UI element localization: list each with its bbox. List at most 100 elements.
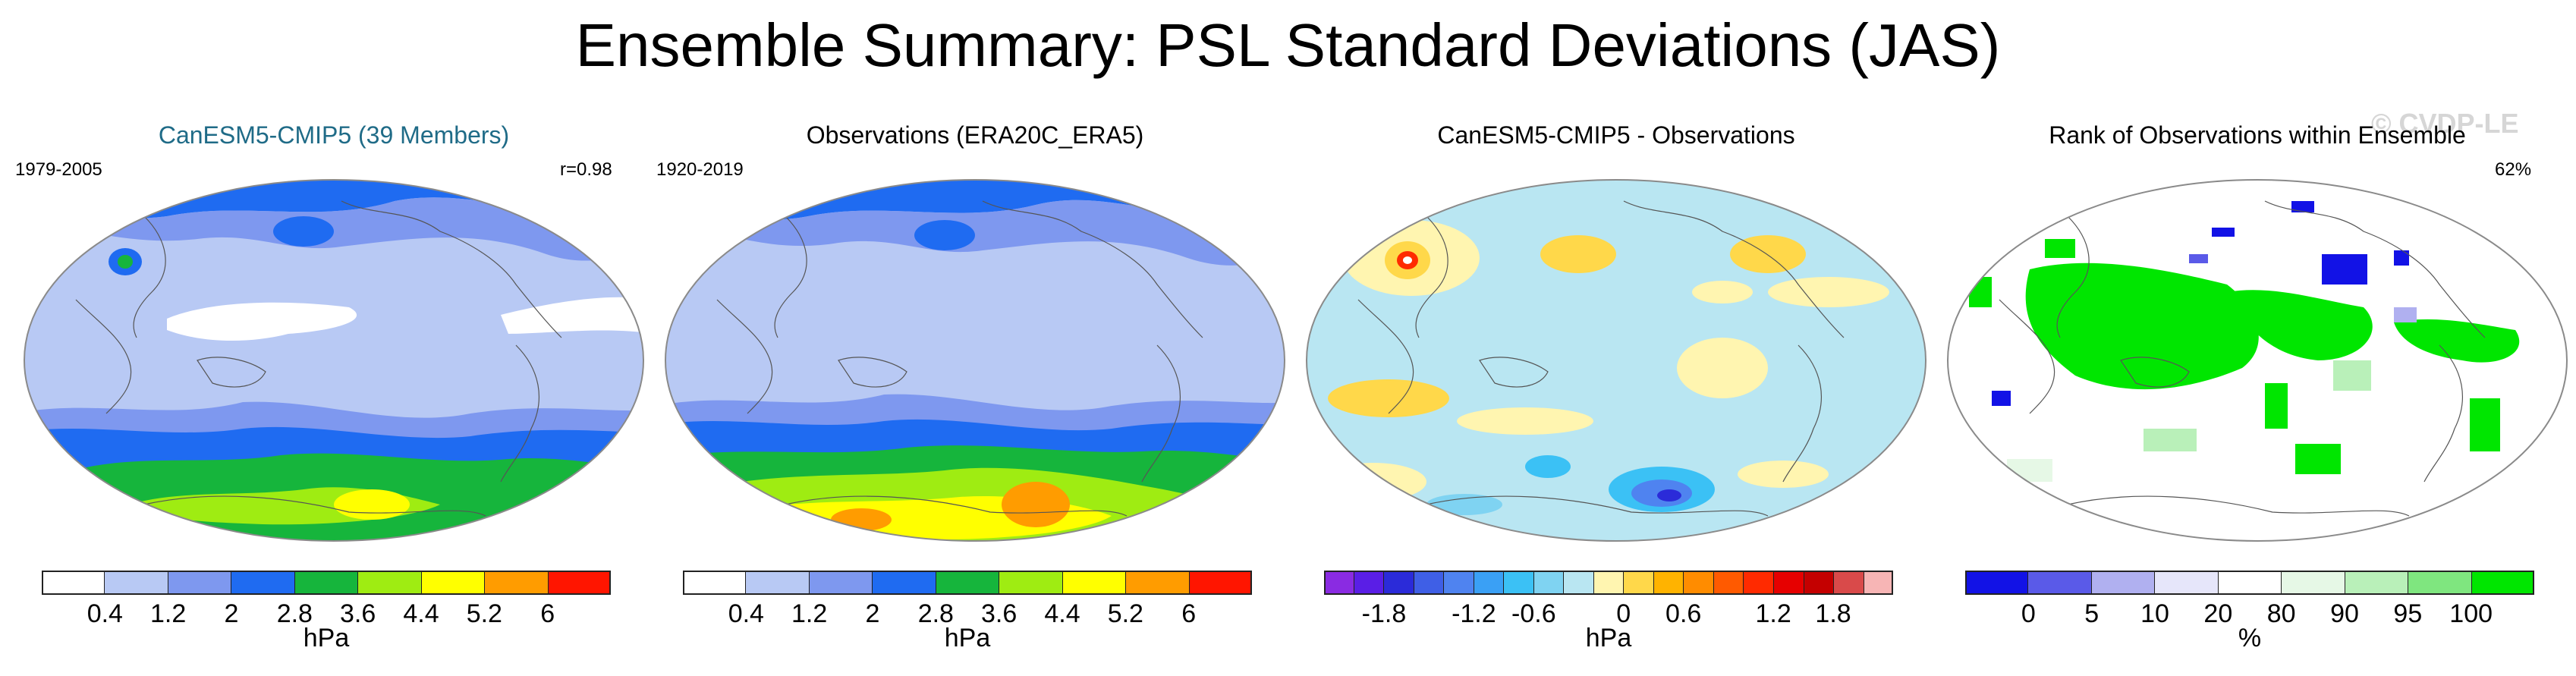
colorbar-tick-label: 0 <box>1616 599 1631 628</box>
panel-2-title: Observations (ERA20C_ERA5) <box>806 121 1144 149</box>
colorbar-tick-label: 5.2 <box>1107 599 1143 628</box>
field-blob-tibet-core <box>118 255 133 269</box>
colorbar-segment <box>1504 571 1534 595</box>
colorbar-unit-label: hPa <box>944 624 991 652</box>
field-rank-high-pacific <box>2227 290 2373 360</box>
colorbar-tick-label: 2.8 <box>276 599 313 628</box>
colorbar-segment <box>683 571 747 595</box>
field-rank-low-north-america <box>2394 250 2409 266</box>
colorbar-segment <box>2091 571 2156 595</box>
coastlines <box>1999 200 2486 517</box>
colorbar-segment <box>1444 571 1474 595</box>
field-positive-east-pacific <box>1692 281 1753 303</box>
colorbar-segment <box>1189 571 1252 595</box>
coastlines <box>716 200 1203 517</box>
field-rank-high-atlantic <box>2394 319 2520 363</box>
field-rank-mid-south-indian <box>2144 429 2197 451</box>
colorbar-segment <box>1804 571 1835 595</box>
colorbar-tick-label: 1.2 <box>150 599 187 628</box>
map-panel-ensemble <box>24 179 644 542</box>
colorbar-segment <box>1773 571 1804 595</box>
colorbar-observations <box>683 571 1252 595</box>
field-blob-amundsen <box>334 489 410 520</box>
panel-4-title: Rank of Observations within Ensemble <box>2049 121 2466 149</box>
colorbar-segment <box>548 571 611 595</box>
field-positive-atlantic <box>1768 277 1889 307</box>
colorbar-segment <box>1062 571 1127 595</box>
field-rank-high-indopacific <box>2025 263 2259 390</box>
panel-1-title: CanESM5-CMIP5 (39 Members) <box>158 121 510 149</box>
colorbar-segment <box>2028 571 2092 595</box>
field-rank-high-asia <box>2045 239 2075 258</box>
colorbar-tick-label: 95 <box>2393 599 2423 628</box>
colorbar-segment <box>1533 571 1565 595</box>
colorbar-unit-label: hPa <box>303 624 350 652</box>
colorbar-tick-label: 80 <box>2266 599 2296 628</box>
colorbar-ensemble <box>42 571 611 595</box>
field-rank-low-gulf <box>2394 307 2417 322</box>
map-panel-difference <box>1306 179 1926 542</box>
colorbar-tick-label: 6 <box>540 599 555 628</box>
map-outline <box>1947 179 2568 542</box>
coastlines <box>75 200 562 517</box>
field-blob-north-pacific <box>273 216 334 247</box>
field-rank-mid-east-pacific <box>2333 360 2371 391</box>
field-rank-low-south-atlantic <box>1992 391 2011 406</box>
watermark: © CVDP-LE <box>2371 108 2519 139</box>
map-panel-observations <box>665 179 1285 542</box>
field-rank-high-africa <box>1969 277 1992 307</box>
colorbar-unit-label: hPa <box>1585 624 1632 652</box>
field-positive-south-america <box>1677 338 1768 398</box>
colorbar-segment <box>1653 571 1684 595</box>
colorbar-segment <box>809 571 873 595</box>
field-low-variance-pacific <box>167 302 357 341</box>
colorbar-tick-label: 6 <box>1181 599 1197 628</box>
colorbar-segment <box>999 571 1063 595</box>
colorbar-segment <box>1384 571 1414 595</box>
field-rank-low-pacific-2 <box>2189 254 2208 263</box>
map-outline <box>665 179 1285 542</box>
colorbar-segment <box>168 571 232 595</box>
colorbar-rank <box>1965 571 2534 595</box>
colorbar-segment <box>936 571 1000 595</box>
colorbar-segment <box>873 571 936 595</box>
colorbar-tick-label: 100 <box>2449 599 2493 628</box>
field-rank-low-north-pacific <box>2322 254 2367 285</box>
field-positive-tibet-peak <box>1403 256 1412 264</box>
colorbar-segment <box>2345 571 2409 595</box>
colorbar-segment <box>2408 571 2472 595</box>
field-negative-amundsen-peak <box>1657 489 1681 501</box>
panel-1-correlation: r=0.98 <box>560 159 612 180</box>
field-positive-southern-ocean-1 <box>1457 407 1593 435</box>
field-rank-low-bering <box>2212 228 2235 237</box>
colorbar-tick-label: 2.8 <box>917 599 954 628</box>
colorbar-tick-label: 3.6 <box>340 599 376 628</box>
colorbar-segment <box>1414 571 1445 595</box>
colorbar-tick-label: 90 <box>2330 599 2359 628</box>
colorbar-tick-label: 4.4 <box>1044 599 1080 628</box>
colorbar-segment <box>1126 571 1190 595</box>
field-negative-antarctic <box>1426 494 1502 515</box>
colorbar-segment <box>1965 571 2029 595</box>
colorbar-segment <box>231 571 295 595</box>
field-positive-north-pacific <box>1540 235 1616 273</box>
colorbar-tick-label: 1.2 <box>791 599 828 628</box>
colorbar-tick-label: 1.2 <box>1755 599 1791 628</box>
colorbar-segment <box>105 571 168 595</box>
field-band-north-mid <box>24 197 643 261</box>
colorbar-tick-label: 2 <box>865 599 880 628</box>
colorbar-segment <box>358 571 422 595</box>
colorbar-tick-label: 1.8 <box>1815 599 1851 628</box>
map-panel-rank <box>1947 179 2568 542</box>
field-rank-high-south-pacific <box>2265 383 2288 429</box>
colorbar-tick-label: 0 <box>2021 599 2036 628</box>
panel-4-percent: 62% <box>2495 159 2532 180</box>
colorbar-segment <box>42 571 105 595</box>
field-positive-north-america <box>1730 235 1806 273</box>
coastlines <box>1357 200 1845 517</box>
colorbar-segment <box>1564 571 1594 595</box>
colorbar-segment <box>421 571 486 595</box>
map-outline <box>24 179 644 542</box>
field-low-variance-atlantic <box>501 297 643 334</box>
colorbar-tick-label: -0.6 <box>1511 599 1556 628</box>
